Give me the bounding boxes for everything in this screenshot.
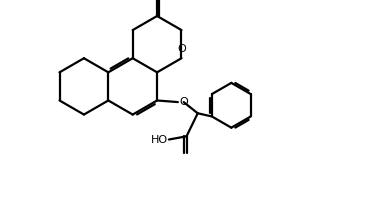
Text: O: O (178, 44, 187, 54)
Text: O: O (179, 97, 188, 107)
Text: HO: HO (151, 135, 168, 144)
